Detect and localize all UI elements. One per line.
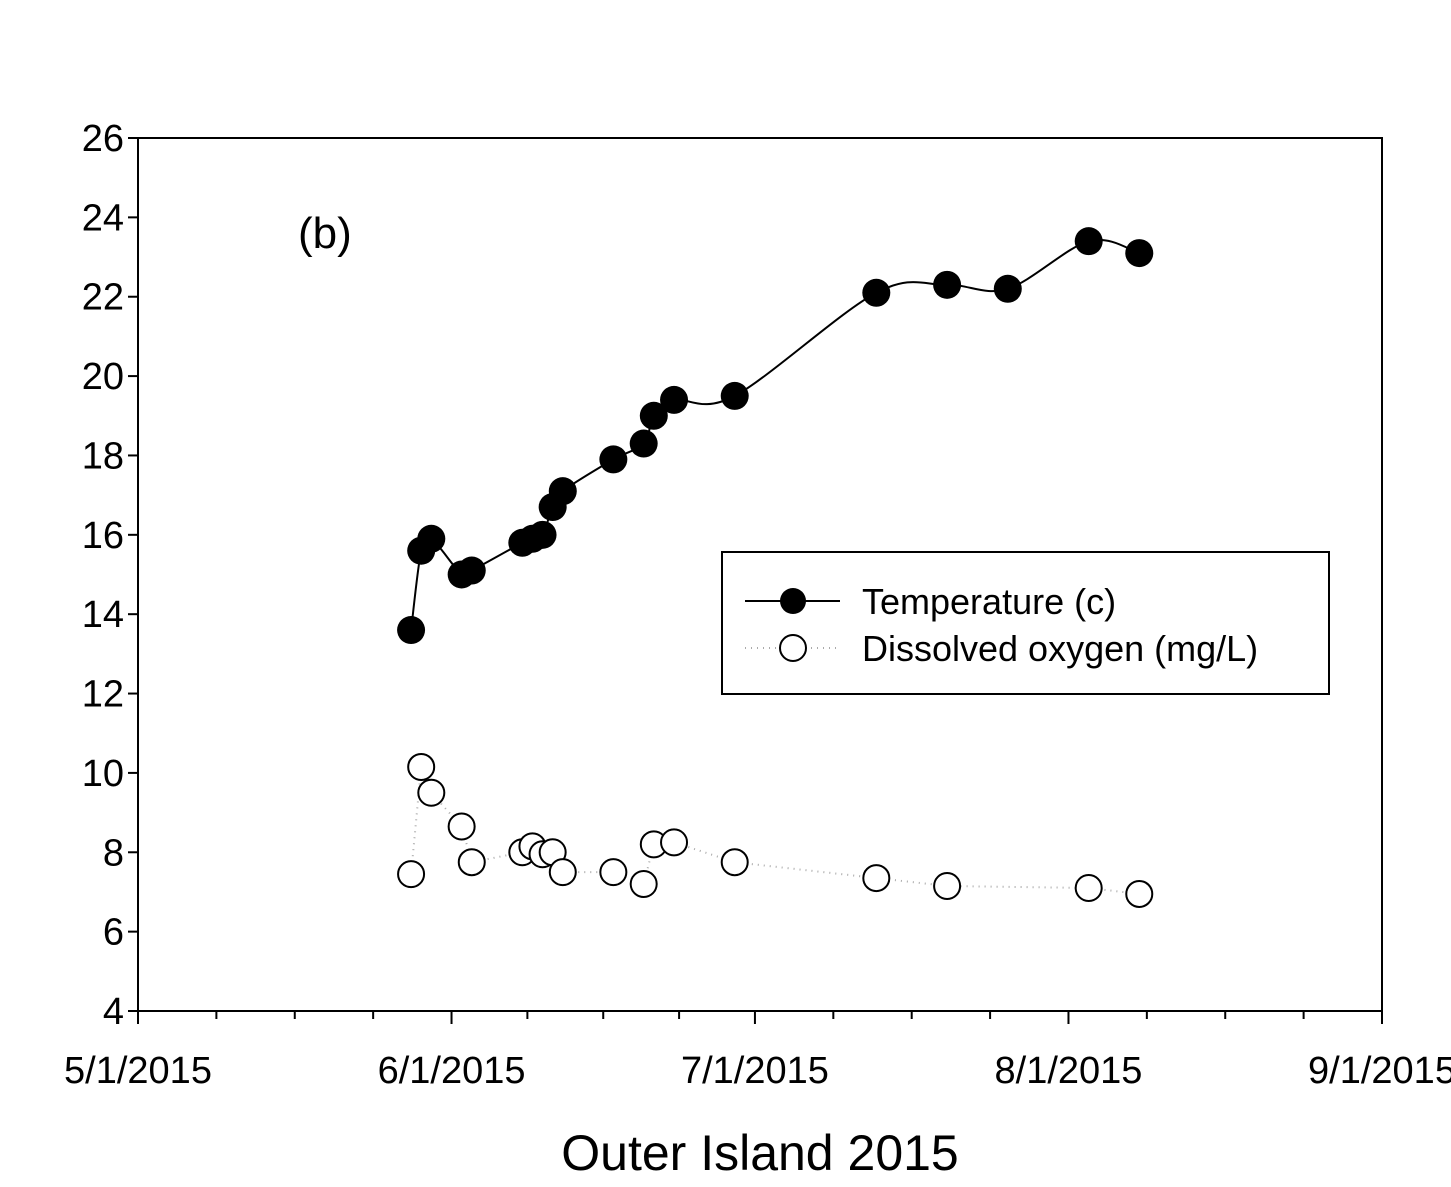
temperature-point xyxy=(720,381,749,410)
oxygen-point xyxy=(599,858,628,887)
panel-label: (b) xyxy=(298,209,352,258)
oxygen-point xyxy=(862,864,891,893)
oxygen-point xyxy=(548,858,577,887)
oxygen-point xyxy=(933,872,962,901)
x-tick-label: 8/1/2015 xyxy=(995,1050,1143,1092)
temperature-point xyxy=(397,616,426,645)
temperature-point xyxy=(993,274,1022,303)
oxygen-series-line xyxy=(410,766,1140,895)
x-tick-label: 5/1/2015 xyxy=(64,1050,212,1092)
y-tick-label: 6 xyxy=(103,912,124,954)
y-tick-label: 14 xyxy=(82,594,124,636)
x-tick-label: 7/1/2015 xyxy=(681,1050,829,1092)
oxygen-point xyxy=(629,870,658,899)
oxygen-point xyxy=(417,778,446,807)
y-axis: 4 6 8 10 12 14 16 18 20 22 24 26 xyxy=(82,118,138,1033)
oxygen-point xyxy=(457,848,486,877)
plot-area-frame xyxy=(137,137,1383,1012)
y-tick-label: 10 xyxy=(82,753,124,795)
legend-box xyxy=(721,551,1330,695)
oxygen-point xyxy=(447,812,476,841)
legend-oxygen-marker xyxy=(779,634,807,662)
series-points xyxy=(397,227,1154,908)
y-tick-label: 4 xyxy=(103,991,124,1033)
x-tick-label: 6/1/2015 xyxy=(378,1050,526,1092)
y-tick-label: 20 xyxy=(82,356,124,398)
temperature-point xyxy=(629,429,658,458)
legend-oxygen-label: Dissolved oxygen (mg/L) xyxy=(862,628,1258,669)
y-tick-label: 16 xyxy=(82,515,124,557)
y-tick-label: 24 xyxy=(82,197,124,239)
legend: Temperature (c) Dissolved oxygen (mg/L) xyxy=(721,551,1330,695)
temperature-point xyxy=(660,385,689,414)
oxygen-point xyxy=(660,828,689,857)
temperature-point xyxy=(457,556,486,585)
y-tick-label: 26 xyxy=(82,118,124,160)
legend-temperature-marker xyxy=(780,588,806,614)
y-tick-label: 8 xyxy=(103,832,124,874)
x-axis-title: Outer Island 2015 xyxy=(561,1125,959,1181)
temperature-point xyxy=(933,270,962,299)
y-tick-label: 22 xyxy=(82,277,124,319)
temperature-point xyxy=(1074,227,1103,256)
oxygen-point xyxy=(720,848,749,877)
temperature-point xyxy=(599,445,628,474)
temperature-point xyxy=(862,278,891,307)
legend-temperature-label: Temperature (c) xyxy=(862,581,1116,622)
oxygen-point xyxy=(407,752,436,781)
x-axis: 5/1/2015 6/1/2015 7/1/2015 8/1/2015 9/1/2015 xyxy=(64,1011,1451,1092)
oxygen-point xyxy=(1074,873,1103,902)
oxygen-point xyxy=(397,860,426,889)
temperature-point xyxy=(528,520,557,549)
temperature-point xyxy=(548,477,577,506)
temperature-point xyxy=(639,401,668,430)
temperature-point xyxy=(1125,239,1154,268)
oxygen-point xyxy=(1125,879,1154,908)
y-tick-label: 18 xyxy=(82,435,124,477)
temperature-point xyxy=(417,524,446,553)
y-tick-label: 12 xyxy=(82,674,124,716)
x-tick-label: 9/1/2015 xyxy=(1308,1050,1451,1092)
